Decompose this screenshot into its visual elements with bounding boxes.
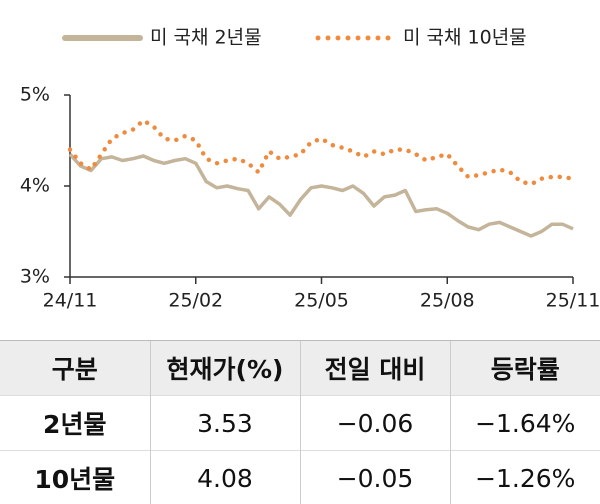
header-cell: 등락률 [449,340,600,396]
x-tick-label: 25/11 [546,290,600,312]
series-line [68,153,574,238]
quote-table: 구분 현재가(%) 전일 대비 등락률 2년물 3.53 −0.06 −1.64% 10년물 4… [0,340,600,504]
series-line [67,117,576,187]
legend-label: 미 국채 10년물 [403,27,527,49]
row-label: 2년물 [0,395,150,451]
x-tick-label: 24/11 [43,290,98,312]
value-cell: 3.53 [149,395,300,451]
y-tick-label: 4% [20,175,50,197]
legend-label: 미 국채 2년물 [150,27,262,49]
table-row: 10년물 4.08 −0.05 −1.26% [0,450,600,504]
x-tick-label: 25/02 [168,290,223,312]
header-cell: 현재가(%) [149,340,300,396]
value-cell: −0.06 [299,395,450,451]
y-tick-label: 3% [20,266,50,288]
header-row: 구분 현재가(%) 전일 대비 등락률 [0,340,600,396]
row-label: 10년물 [0,450,150,504]
header-cell: 구분 [0,340,150,396]
value-cell: −0.05 [299,450,450,504]
value-cell: −1.26% [449,450,600,504]
x-tick-label: 25/08 [420,290,475,312]
y-tick-label: 5% [20,84,50,106]
x-tick-label: 25/05 [294,290,349,312]
table-row: 2년물 3.53 −0.06 −1.64% [0,395,600,451]
chart: 3% 4% 5% 24/11 25/02 25/05 25/08 25/11 미 국채 2년물 미… [20,27,600,312]
value-cell: −1.64% [449,395,600,451]
header-cell: 전일 대비 [299,340,450,396]
value-cell: 4.08 [149,450,300,504]
table-body: 2년물 3.53 −0.06 −1.64% 10년물 4.08 −0.05 −1.26% [0,395,600,504]
